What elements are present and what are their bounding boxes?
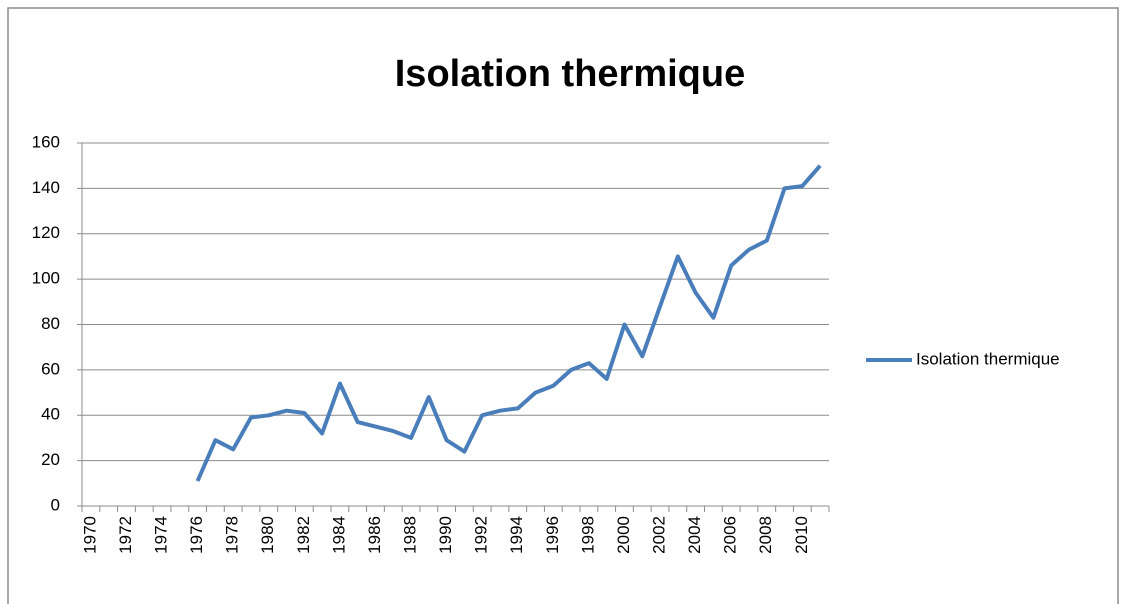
x-tick-label: 1980 (258, 516, 277, 554)
x-tick-label: 2006 (721, 516, 740, 554)
x-tick-label: 1986 (365, 516, 384, 554)
x-tick-label: 2004 (685, 516, 704, 554)
y-tick-label: 100 (32, 269, 60, 288)
x-tick-label: 2002 (650, 516, 669, 554)
y-tick-label: 0 (51, 495, 60, 514)
y-tick-label: 40 (41, 405, 60, 424)
chart-frame (7, 7, 1119, 604)
chart-title: Isolation thermique (395, 53, 745, 95)
y-tick-label: 120 (32, 223, 60, 242)
x-tick-label: 1990 (436, 516, 455, 554)
x-tick-label: 2008 (756, 516, 775, 554)
x-tick-label: 1998 (578, 516, 597, 554)
x-tick-label: 1996 (543, 516, 562, 554)
x-tick-label: 1988 (401, 516, 420, 554)
x-tick-label: 1970 (80, 516, 99, 554)
x-tick-label: 1992 (472, 516, 491, 554)
x-tick-label: 1978 (223, 516, 242, 554)
x-tick-label: 2000 (614, 516, 633, 554)
x-tick-label: 1994 (507, 516, 526, 554)
y-tick-label: 60 (41, 359, 60, 378)
x-tick-label: 1984 (329, 516, 348, 554)
x-tick-label: 1982 (294, 516, 313, 554)
y-tick-label: 140 (32, 178, 60, 197)
x-tick-label: 2010 (792, 516, 811, 554)
y-tick-label: 160 (32, 132, 60, 151)
y-tick-label: 80 (41, 314, 60, 333)
x-tick-label: 1972 (116, 516, 135, 554)
legend-label: Isolation thermique (916, 349, 1060, 368)
x-tick-label: 1974 (152, 516, 171, 554)
x-tick-label: 1976 (187, 516, 206, 554)
data-line (195, 164, 822, 482)
y-tick-label: 20 (41, 450, 60, 469)
